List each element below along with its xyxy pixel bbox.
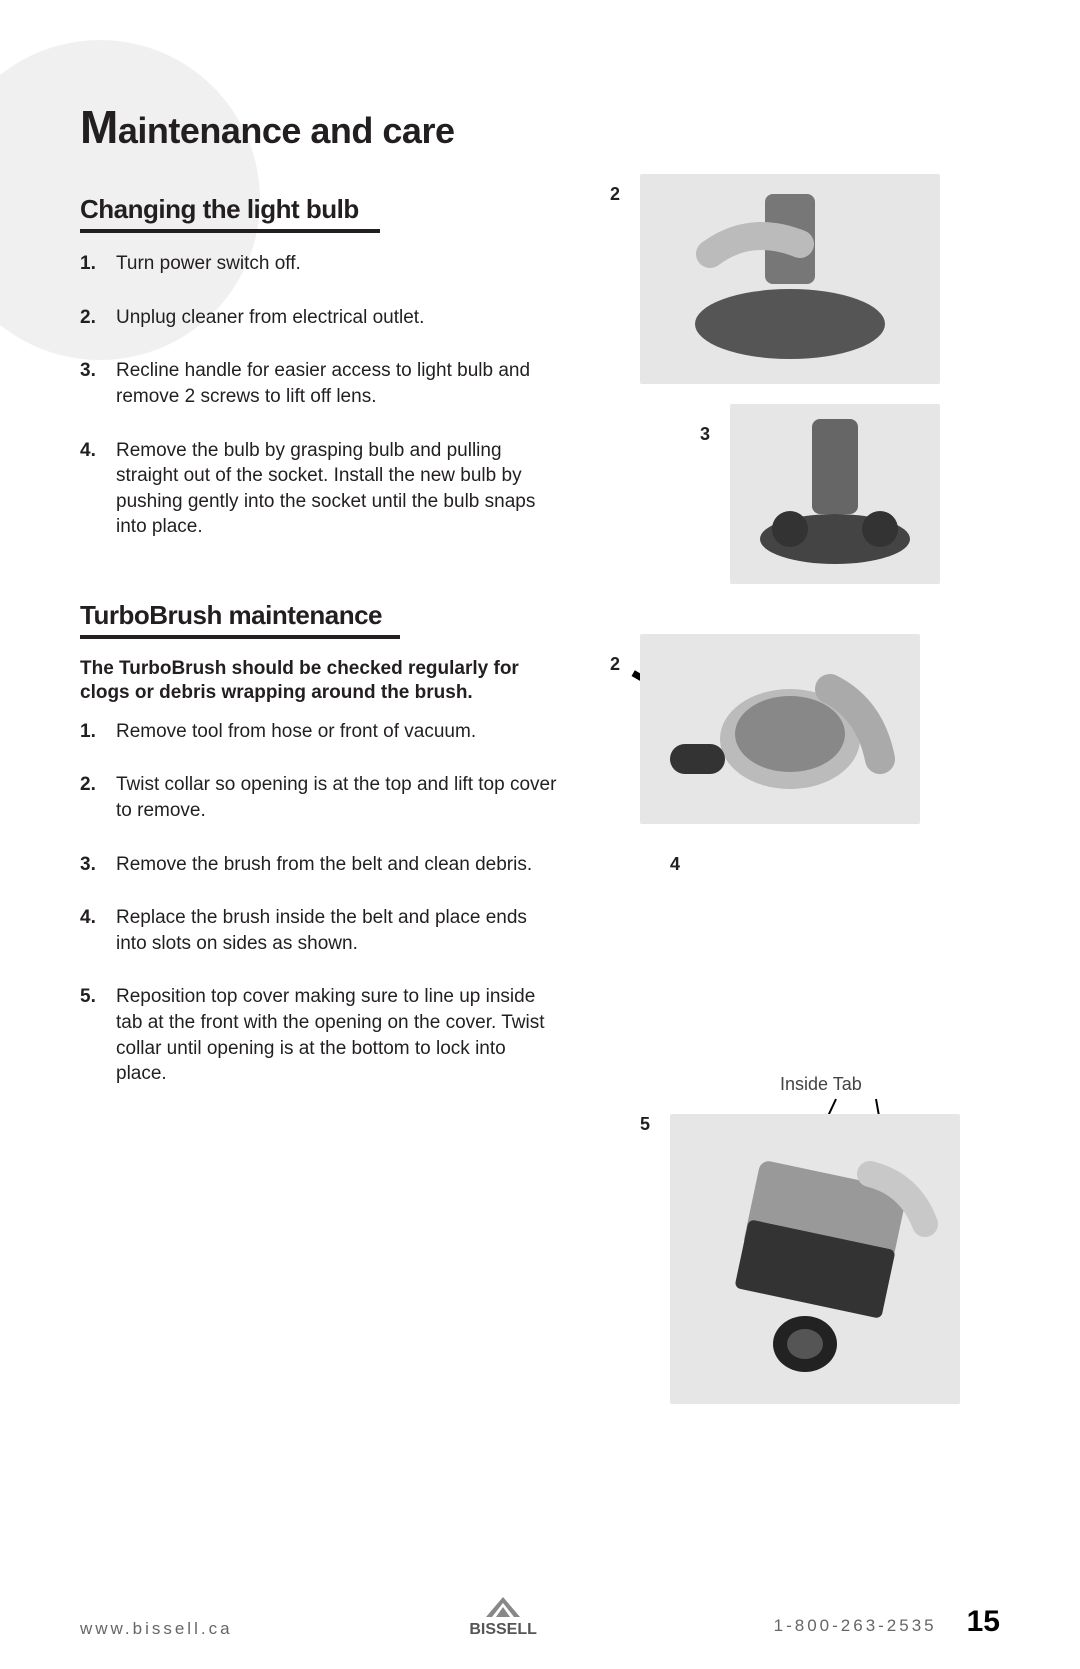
pointer-lines [835,1099,905,1101]
list-item: 3.Remove the brush from the belt and cle… [80,852,560,878]
figure-label-2a: 2 [610,184,620,205]
footer-right: 1-800-263-2535 15 [774,1605,1000,1639]
footer-phone: 1-800-263-2535 [774,1616,937,1636]
step-num: 4. [80,905,116,956]
figure-2b-icon [660,649,900,809]
figure-2a-placeholder [640,174,940,384]
page-number: 15 [967,1605,1000,1639]
list-item: 2.Unplug cleaner from electrical outlet. [80,305,560,331]
figure-2b-placeholder [640,634,920,824]
figure-label-2b: 2 [610,654,620,675]
figure-label-4: 4 [670,854,680,875]
bissell-triangle-icon [486,1597,520,1617]
figure-5-icon [690,1134,940,1384]
step-num: 1. [80,719,116,745]
step-num: 5. [80,984,116,1087]
figure-label-3: 3 [700,424,710,445]
footer-logo: BISSELL [469,1597,537,1639]
step-num: 1. [80,251,116,277]
step-text: Turn power switch off. [116,251,301,277]
step-text: Unplug cleaner from electrical outlet. [116,305,424,331]
figure-5-placeholder [670,1114,960,1404]
list-item: 5.Reposition top cover making sure to li… [80,984,560,1087]
figure-label-5: 5 [640,1114,650,1135]
step-text: Remove the brush from the belt and clean… [116,852,532,878]
section1-rule [80,229,380,233]
figure-2a-icon [670,194,910,364]
step-num: 2. [80,772,116,823]
footer-url: www.bissell.ca [80,1619,233,1639]
list-item: 2.Twist collar so opening is at the top … [80,772,560,823]
step-num: 3. [80,852,116,878]
step-text: Remove tool from hose or front of vacuum… [116,719,476,745]
figure-column: 2 3 2 ➔ [600,194,1000,1115]
page-footer: www.bissell.ca BISSELL 1-800-263-2535 15 [0,1597,1080,1639]
step-num: 2. [80,305,116,331]
section1-steps: 1.Turn power switch off. 2.Unplug cleane… [80,251,560,540]
step-text: Reposition top cover making sure to line… [116,984,560,1087]
step-text: Remove the bulb by grasping bulb and pul… [116,438,560,541]
section2-steps: 1.Remove tool from hose or front of vacu… [80,719,560,1087]
footer-brand: BISSELL [469,1621,537,1639]
step-text: Twist collar so opening is at the top an… [116,772,560,823]
step-text: Replace the brush inside the belt and pl… [116,905,560,956]
inside-tab-label: Inside Tab [780,1074,862,1095]
list-item: 4.Remove the bulb by grasping bulb and p… [80,438,560,541]
page-title: Maintenance and care [80,100,1000,154]
list-item: 3.Recline handle for easier access to li… [80,358,560,409]
step-num: 4. [80,438,116,541]
section2-title: TurboBrush maintenance [80,600,560,631]
list-item: 1.Remove tool from hose or front of vacu… [80,719,560,745]
section1-title: Changing the light bulb [80,194,560,225]
figure-3-icon [750,419,920,569]
figure-3-placeholder [730,404,940,584]
section2-intro: The TurboBrush should be checked regular… [80,657,560,705]
title-rest: aintenance and care [118,110,455,151]
step-num: 3. [80,358,116,409]
title-dropcap: M [80,101,118,153]
list-item: 4.Replace the brush inside the belt and … [80,905,560,956]
list-item: 1.Turn power switch off. [80,251,560,277]
section2-rule [80,635,400,639]
page-body: Maintenance and care Changing the light … [0,0,1080,1175]
step-text: Recline handle for easier access to ligh… [116,358,560,409]
